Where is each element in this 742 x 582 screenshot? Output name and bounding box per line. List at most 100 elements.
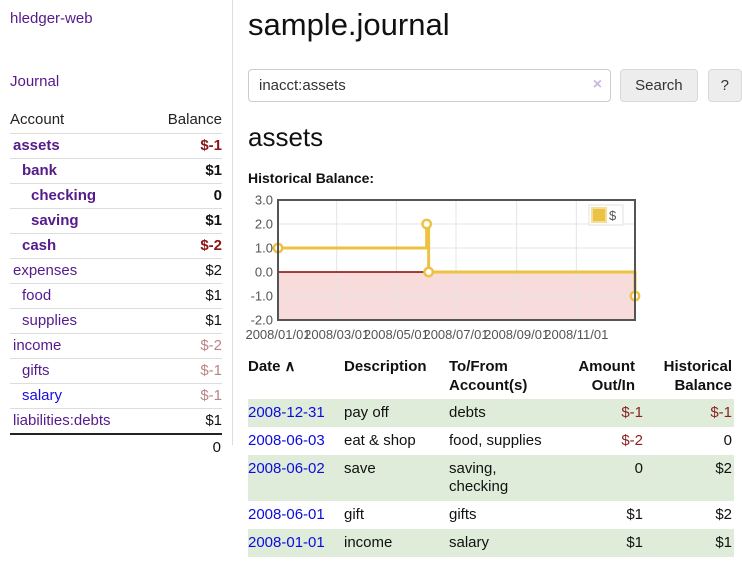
date-link[interactable]: 2008-06-01 bbox=[248, 506, 325, 523]
x-tick-label: 2008/11/01 bbox=[544, 327, 608, 342]
date-cell: 2008-06-02 bbox=[248, 455, 344, 501]
main-panel: sample.journal × Search ? assets Histori… bbox=[245, 0, 742, 557]
account-row: gifts $-1 bbox=[10, 358, 222, 383]
legend-label: $ bbox=[609, 208, 617, 223]
account-link[interactable]: assets bbox=[13, 137, 60, 154]
column-header-date[interactable]: Date ∧ bbox=[248, 358, 296, 375]
historical-balance-chart: $3.0 2.0 1.0 0.0 -1.0 -2.02008/01/012008/03/0… bbox=[245, 193, 641, 342]
data-point-marker bbox=[421, 218, 433, 230]
account-link[interactable]: saving bbox=[31, 212, 79, 229]
y-tick-label: 0.0 bbox=[255, 265, 273, 280]
column-header-amount[interactable]: Amount Out/In bbox=[578, 358, 635, 394]
balance-cell: 0 bbox=[723, 432, 732, 449]
account-balance: $-2 bbox=[200, 337, 222, 354]
account-row: assets $-1 bbox=[10, 133, 222, 158]
x-tick-label: 2008/09/01 bbox=[484, 327, 549, 342]
account-balance: 0 bbox=[213, 187, 222, 204]
account-balance: $1 bbox=[205, 212, 222, 229]
data-point-marker bbox=[423, 266, 435, 278]
balance-column-label: Balance bbox=[167, 111, 222, 128]
chart-legend: $ bbox=[588, 204, 624, 226]
y-tick-label: 3.0 bbox=[255, 193, 273, 208]
account-balance: $1 bbox=[205, 412, 222, 429]
accounts-cell: gifts bbox=[449, 506, 477, 523]
account-link[interactable]: gifts bbox=[22, 362, 50, 379]
register-header-row: Date ∧ Description To/From Account(s) Amo… bbox=[248, 355, 734, 399]
legend-swatch bbox=[591, 207, 607, 223]
account-row: checking 0 bbox=[10, 183, 222, 208]
date-link[interactable]: 2008-01-01 bbox=[248, 534, 325, 551]
sort-asc-icon: ∧ bbox=[284, 358, 296, 375]
y-tick-label: -1.0 bbox=[251, 289, 273, 304]
account-row: bank $1 bbox=[10, 158, 222, 183]
search-input[interactable] bbox=[248, 69, 612, 102]
register-rows: 2008-12-31 pay off debts $-1 $-1 2008-06-03 ea… bbox=[248, 399, 734, 557]
date-cell: 2008-06-01 bbox=[248, 501, 344, 529]
x-tick-label: 2008/03/01 bbox=[304, 327, 369, 342]
sidebar: hledger-web Journal Account Balance asse… bbox=[0, 0, 233, 456]
description-cell: pay off bbox=[344, 404, 389, 421]
account-row: income $-2 bbox=[10, 333, 222, 358]
account-total: 0 bbox=[10, 433, 222, 457]
account-row: expenses $2 bbox=[10, 258, 222, 283]
account-rows: assets $-1 bank $1 checking 0 saving $1 cash $-2 e… bbox=[10, 133, 222, 433]
brand-link[interactable]: hledger-web bbox=[10, 10, 93, 27]
register-row: 2008-12-31 pay off debts $-1 $-1 bbox=[248, 399, 734, 427]
plot-border bbox=[277, 199, 636, 321]
register-row: 2008-06-02 save saving, checking 0 $2 bbox=[248, 455, 734, 501]
account-heading: assets bbox=[248, 122, 324, 152]
accounts-cell: debts bbox=[449, 404, 486, 421]
account-row: cash $-2 bbox=[10, 233, 222, 258]
description-cell: income bbox=[344, 534, 393, 551]
account-link[interactable]: income bbox=[13, 337, 62, 354]
sidebar-item-journal[interactable]: Journal bbox=[10, 73, 60, 90]
date-cell: 2008-01-01 bbox=[248, 529, 344, 557]
account-row: supplies $1 bbox=[10, 308, 222, 333]
date-link[interactable]: 2008-12-31 bbox=[248, 404, 325, 421]
account-link[interactable]: checking bbox=[31, 187, 97, 204]
account-tree: Account Balance assets $-1 bank $1 checking 0… bbox=[10, 108, 222, 457]
amount-cell: $1 bbox=[626, 506, 643, 523]
account-balance: $2 bbox=[205, 262, 222, 279]
y-tick-label: 2.0 bbox=[255, 217, 273, 232]
search-form: × Search ? bbox=[248, 69, 742, 102]
date-link[interactable]: 2008-06-02 bbox=[248, 460, 325, 477]
account-link[interactable]: cash bbox=[22, 237, 57, 254]
account-link[interactable]: liabilities:debts bbox=[13, 412, 111, 429]
amount-cell: 0 bbox=[634, 460, 643, 477]
account-row: liabilities:debts $1 bbox=[10, 408, 222, 433]
balance-cell: $2 bbox=[715, 460, 732, 477]
account-column-label: Account bbox=[10, 111, 65, 128]
accounts-cell: salary bbox=[449, 534, 490, 551]
x-tick-label: 2008/07/01 bbox=[423, 327, 488, 342]
column-header-accounts[interactable]: To/From Account(s) bbox=[449, 358, 528, 394]
amount-cell: $-1 bbox=[621, 404, 643, 421]
account-link[interactable]: salary bbox=[22, 387, 63, 404]
amount-cell: $-2 bbox=[621, 432, 643, 449]
x-tick-label: 2008/05/01 bbox=[364, 327, 429, 342]
account-link[interactable]: expenses bbox=[13, 262, 78, 279]
chart-label: Historical Balance: bbox=[248, 170, 375, 186]
search-box: × bbox=[248, 69, 612, 102]
date-cell: 2008-12-31 bbox=[248, 399, 344, 427]
account-balance: $1 bbox=[205, 162, 222, 179]
search-button[interactable]: Search bbox=[620, 69, 698, 102]
account-link[interactable]: bank bbox=[22, 162, 58, 179]
account-balance: $-1 bbox=[200, 137, 222, 154]
column-header-historical[interactable]: Historical Balance bbox=[663, 358, 732, 394]
clear-search-icon[interactable]: × bbox=[592, 76, 603, 93]
description-cell: save bbox=[344, 460, 376, 477]
register-row: 2008-06-01 gift gifts $1 $2 bbox=[248, 501, 734, 529]
date-link[interactable]: 2008-06-03 bbox=[248, 432, 325, 449]
accounts-cell: saving, checking bbox=[449, 460, 509, 495]
column-header-description[interactable]: Description bbox=[344, 358, 427, 375]
account-row: food $1 bbox=[10, 283, 222, 308]
account-link[interactable]: food bbox=[22, 287, 52, 304]
register-row: 2008-01-01 income salary $1 $1 bbox=[248, 529, 734, 557]
account-link[interactable]: supplies bbox=[22, 312, 78, 329]
account-balance: $-1 bbox=[200, 387, 222, 404]
account-row: saving $1 bbox=[10, 208, 222, 233]
amount-cell: $1 bbox=[626, 534, 643, 551]
help-button[interactable]: ? bbox=[707, 69, 742, 102]
balance-cell: $1 bbox=[715, 534, 732, 551]
